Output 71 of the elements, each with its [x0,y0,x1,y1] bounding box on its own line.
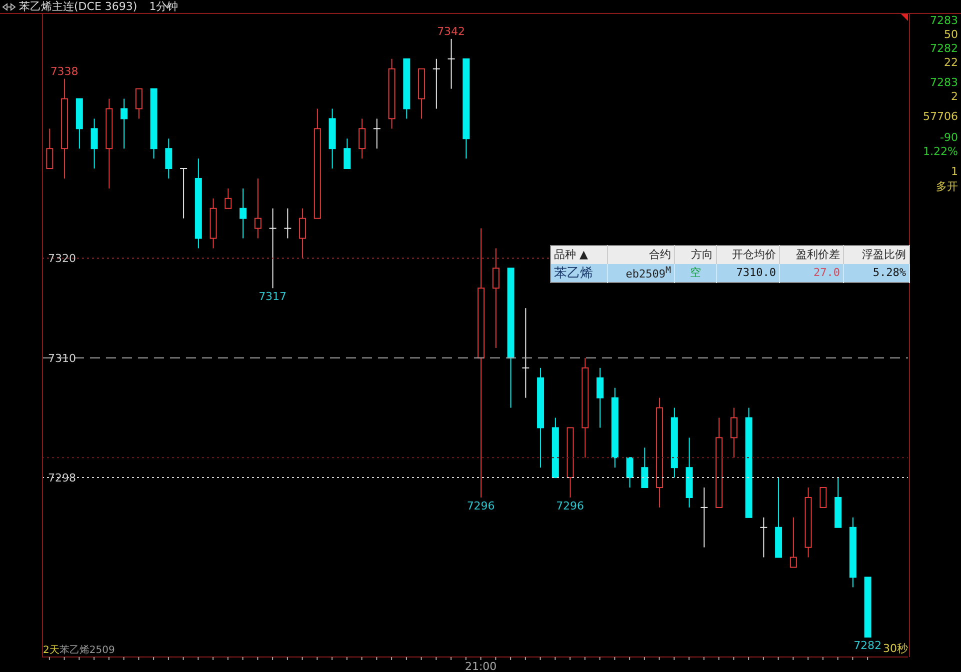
annotation: 浮盈比例 [844,246,910,264]
annotation: 7282 [854,638,882,652]
candlestick [165,138,172,179]
annotation: 5.28% [844,264,910,282]
candlestick [611,387,618,468]
candlestick [61,78,68,179]
annotation: 空 [674,264,716,282]
candlestick [582,357,589,458]
candlestick [268,208,277,289]
candlestick [447,38,456,90]
candlestick [120,98,128,150]
candlestick [596,367,604,428]
text: 30秒 [883,642,908,655]
annotation: 方向 [674,246,716,264]
chart-title: 苯乙烯主连(DCE 3693) [19,0,138,13]
annotation: 盈利价差 [780,246,844,264]
candlestick [656,397,664,508]
candlestick [804,487,812,558]
candlestick [478,228,485,498]
text: 7283 [930,14,958,28]
candlestick [537,367,544,468]
annotation: 7338 [50,64,78,78]
text: -90 [940,131,958,145]
annotation: 苯乙烯 [550,264,608,282]
annotation: 苯乙烯2509 [59,645,115,656]
annotation: eb2509$^{M}$ [608,264,674,282]
candlestick [432,58,440,110]
candlestick [210,198,217,249]
text: 22 [944,56,958,70]
annotation: 7296 [556,499,584,512]
candlestick [240,188,247,239]
ref-line-label: 7320 [48,252,76,266]
annotation: 7317 [258,290,287,303]
text: 1.22% [923,145,958,159]
x-tick-label: 21:00 [464,660,497,672]
candlestick [730,407,738,458]
text: 2 [951,90,958,104]
candlestick [358,118,366,160]
text: 多开 [936,180,958,194]
candlestick [254,178,262,239]
candlestick [522,308,530,398]
candlestick [284,208,292,239]
candlestick [700,487,708,548]
ref-line-label: 7310 [48,352,76,365]
annotation: 合约 [608,246,674,264]
annotation: 7342 [437,24,466,38]
candlestick [492,248,500,348]
text: 1 [951,165,958,179]
annotation: 2天 [43,645,60,656]
candlestick [90,118,98,170]
annotation: 品种 ▲ [550,246,608,264]
candlestick [760,516,768,558]
text: 57706 [923,110,958,124]
text: 7283 [930,76,958,90]
annotation: 7310.0 [716,264,780,282]
candlestick [372,118,381,150]
candlestick [299,208,306,259]
candlestick [686,437,693,508]
candlestick [194,158,202,249]
text: 7282 [930,42,958,56]
text: 50 [944,28,958,42]
candlestick [106,98,113,189]
candlestick [670,407,678,478]
candlestick [388,58,396,130]
annotation: 开仓均价 [716,246,780,264]
annotation: 7296 [466,499,495,512]
chart-subtitle: 1分钟 [149,0,178,13]
ref-line-label: 7298 [48,471,76,484]
candlestick [328,108,336,170]
candlestick [849,516,856,588]
annotation: 27.0 [780,264,844,282]
